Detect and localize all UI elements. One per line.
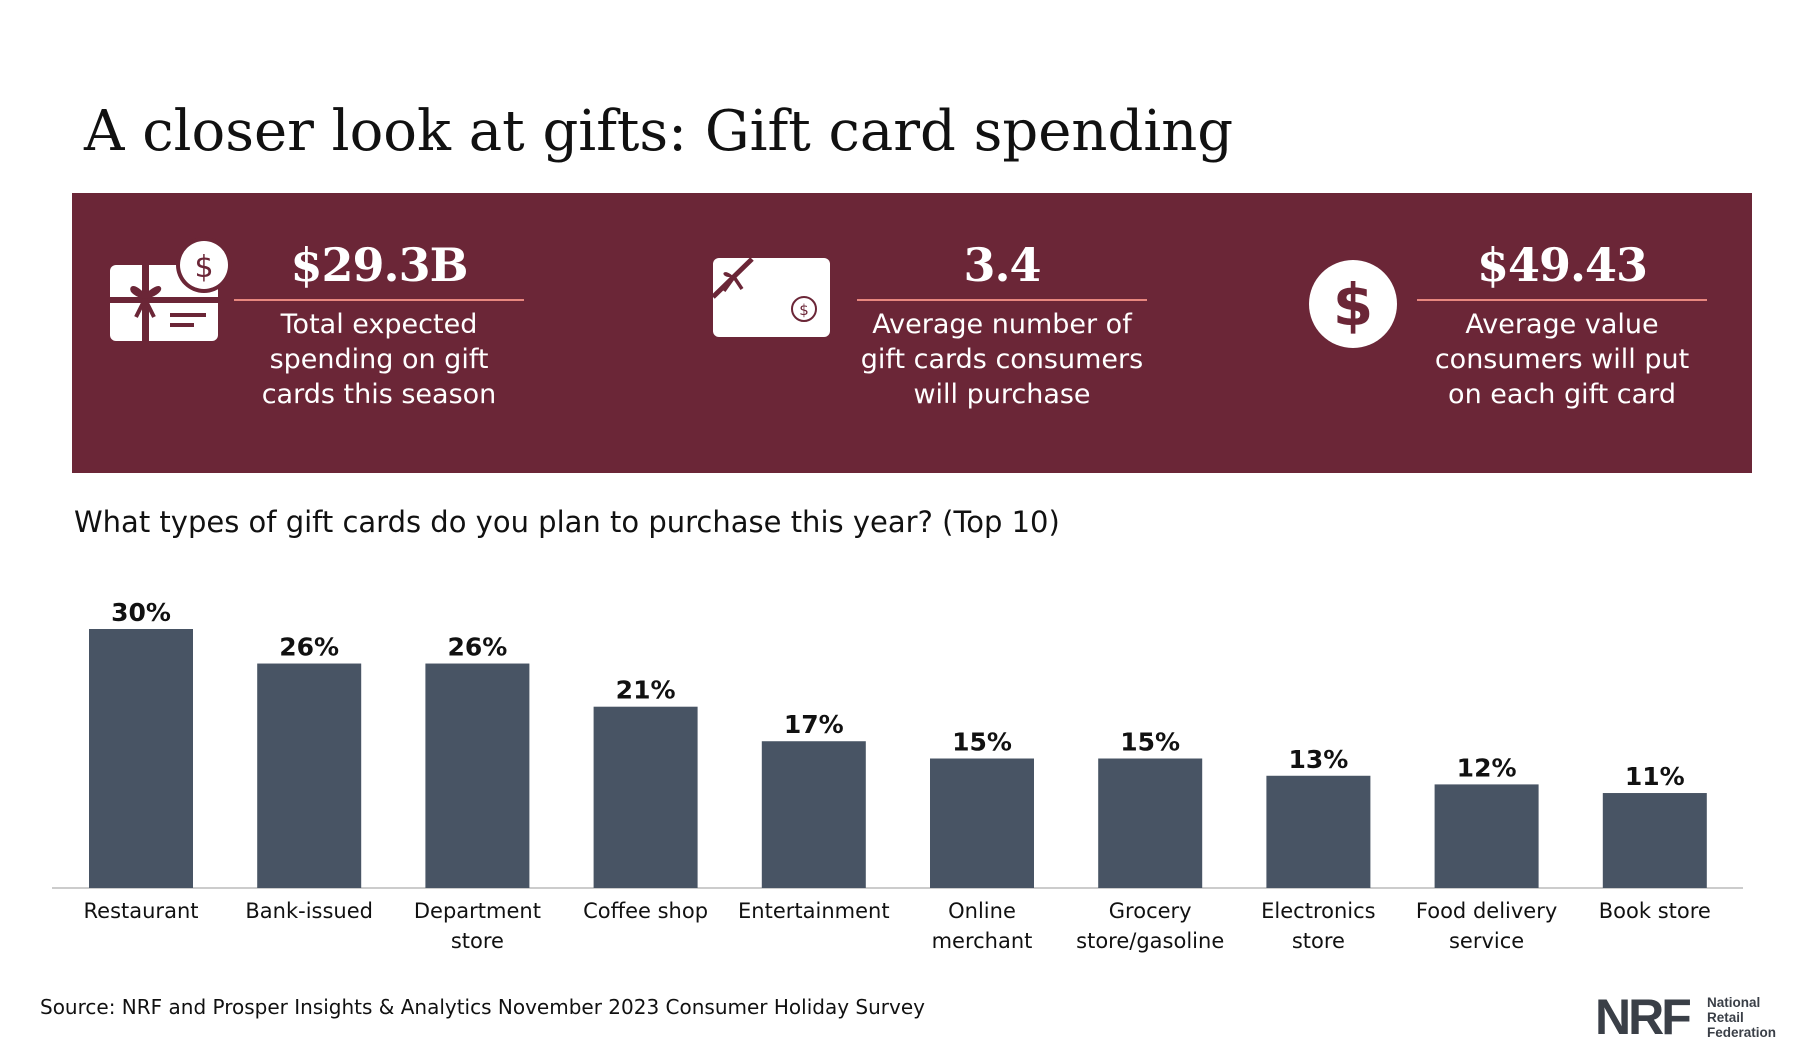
category-label: Department (414, 899, 541, 923)
bar (89, 629, 193, 888)
stat-total-spending: $29.3B Total expected spending on gift c… (234, 237, 524, 412)
category-label: store/gasoline (1076, 929, 1224, 953)
stat-divider (234, 299, 524, 301)
svg-text:$: $ (1333, 271, 1373, 339)
bar (257, 663, 362, 888)
stat-description: Average number of gift cards consumers w… (860, 309, 1144, 410)
data-label: 15% (952, 728, 1012, 757)
bar (593, 706, 698, 888)
category-label: Book store (1599, 899, 1711, 923)
bar (930, 758, 1034, 888)
logo-mark: NRF (1595, 989, 1692, 1045)
category-label: Bank-issued (245, 899, 373, 923)
gift-card-bow-icon: $ (712, 257, 830, 337)
data-label: 12% (1457, 753, 1517, 782)
category-label: Coffee shop (583, 899, 708, 923)
nrf-logo: NRF National Retail Federation (1595, 992, 1795, 1042)
data-label: 17% (784, 710, 844, 739)
category-label: service (1449, 929, 1524, 953)
stat-value: 3.4 (963, 238, 1041, 292)
stats-banner: $ $29.3B Total expected spending on gift… (72, 193, 1752, 473)
category-label: store (451, 929, 504, 953)
stat-divider (1417, 299, 1707, 301)
data-label: 30% (111, 598, 171, 627)
category-label: Restaurant (84, 899, 199, 923)
stat-divider (857, 299, 1147, 301)
chart-title: What types of gift cards do you plan to … (74, 505, 1060, 539)
stat-value: $49.43 (1476, 238, 1648, 292)
bar (425, 663, 530, 888)
bar-chart: 30% Restaurant 26% Bank-issued 26% Department… (52, 598, 1743, 953)
gift-card-dollar-icon: $ (110, 237, 232, 341)
category-label: store (1292, 929, 1345, 953)
stat-average-value: $49.43 Average value consumers will put … (1412, 237, 1712, 412)
source-note: Source: NRF and Prosper Insights & Analy… (40, 995, 925, 1019)
dollar-circle-icon: $ (1309, 260, 1397, 348)
data-label: 11% (1625, 762, 1685, 791)
data-label: 26% (279, 633, 339, 662)
category-label: Online (948, 899, 1016, 923)
bar (1602, 793, 1707, 888)
stat-value: $29.3B (290, 238, 469, 292)
bar (761, 741, 866, 888)
category-label: Grocery (1109, 899, 1192, 923)
page-title: A closer look at gifts: Gift card spendi… (84, 99, 1234, 164)
data-label: 13% (1288, 745, 1348, 774)
data-label: 26% (447, 633, 507, 662)
bar (1098, 758, 1203, 888)
bar (1266, 775, 1371, 888)
category-label: merchant (932, 929, 1033, 953)
svg-text:$: $ (799, 301, 809, 319)
logo-words: National Retail Federation (1707, 995, 1777, 1040)
svg-text:$: $ (194, 250, 213, 285)
data-label: 15% (1120, 728, 1180, 757)
bar (1434, 784, 1539, 888)
data-label: 21% (616, 676, 676, 705)
category-label: Entertainment (738, 899, 890, 923)
category-label: Food delivery (1416, 899, 1557, 923)
stat-description: Average value consumers will put on each… (1434, 309, 1690, 410)
stat-average-count: 3.4 Average number of gift cards consume… (837, 237, 1167, 412)
category-label: Electronics (1261, 899, 1375, 923)
stat-description: Total expected spending on gift cards th… (261, 309, 497, 410)
